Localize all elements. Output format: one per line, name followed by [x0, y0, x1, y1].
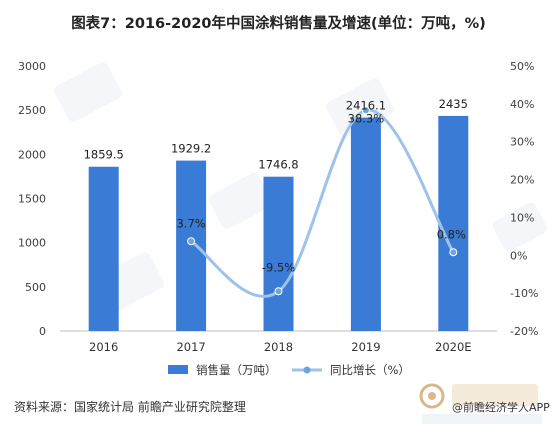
chart-title: 图表7：2016-2020年中国涂料销售量及增速(单位：万吨，%) — [71, 16, 486, 32]
bar-data-label: 1746.8 — [258, 158, 298, 172]
y-left-tick-label: 3000 — [18, 60, 46, 73]
y-right-tick-label: -10% — [510, 287, 538, 300]
bar-data-label: 2416.1 — [346, 99, 386, 113]
growth-point — [274, 287, 283, 296]
line-data-label: 3.7% — [176, 216, 205, 230]
bar-data-label: 1859.5 — [84, 148, 124, 162]
watermark-app-label: @前瞻经济学人APP — [452, 401, 550, 414]
legend-line-label: 同比增长（%） — [330, 363, 410, 377]
y-right-tick-label: 30% — [510, 136, 534, 149]
y-right-tick-label: 10% — [510, 211, 534, 224]
legend-line-marker — [303, 366, 311, 374]
background-watermark — [54, 62, 548, 312]
bar — [350, 117, 381, 331]
x-tick-label: 2020E — [435, 340, 472, 354]
line-data-label: 38.3% — [348, 111, 385, 125]
y-left-tick-label: 1000 — [18, 237, 46, 250]
y-left-tick-label: 1500 — [18, 193, 46, 206]
bar — [438, 115, 469, 332]
bar — [88, 166, 119, 331]
y-right-tick-label: 50% — [510, 60, 534, 73]
bar-data-label: 1929.2 — [171, 142, 211, 156]
bar — [176, 160, 207, 331]
line-data-label: 0.8% — [437, 227, 466, 241]
y-left-tick-label: 2000 — [18, 148, 46, 161]
growth-point — [361, 106, 370, 115]
line-data-label: -9.5% — [262, 260, 295, 274]
y-right-tick-label: 0% — [510, 249, 527, 262]
y-left-tick-label: 2500 — [18, 104, 46, 117]
y-right-tick-label: 20% — [510, 174, 534, 187]
bar-data-label: 2435 — [439, 97, 468, 111]
legend-bar-label: 销售量（万吨） — [196, 363, 277, 377]
growth-point — [449, 248, 458, 257]
legend-bar-swatch — [168, 365, 188, 374]
y-right-tick-label: 40% — [510, 98, 534, 111]
source-note: 资料来源：国家统计局 前瞻产业研究院整理 — [14, 400, 246, 414]
growth-line — [189, 108, 455, 298]
watermark-logo — [419, 383, 542, 424]
y-right-tick-label: -20% — [510, 325, 538, 338]
x-tick-label: 2017 — [176, 340, 205, 354]
growth-point — [187, 237, 196, 246]
x-tick-label: 2018 — [264, 340, 293, 354]
x-tick-label: 2016 — [89, 340, 118, 354]
y-left-tick-label: 500 — [25, 281, 46, 294]
x-tick-label: 2019 — [351, 340, 380, 354]
bar — [263, 176, 294, 331]
y-left-tick-label: 0 — [39, 325, 46, 338]
